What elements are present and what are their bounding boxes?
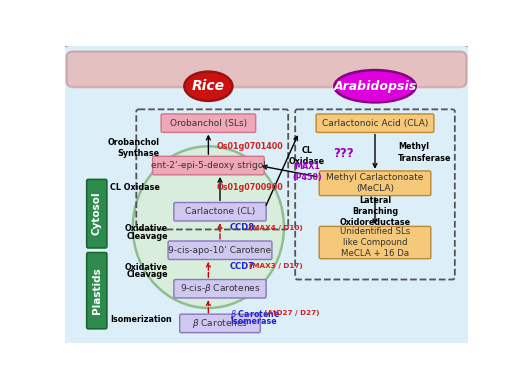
Text: Os01g0701400: Os01g0701400 [217,142,283,151]
Text: Oxidative: Oxidative [125,224,168,233]
Text: Rice: Rice [192,79,225,93]
FancyBboxPatch shape [87,179,107,248]
Text: Arabidopsis: Arabidopsis [333,80,417,93]
Text: CL
Oxidase: CL Oxidase [289,146,325,166]
Text: Isomerization: Isomerization [110,315,172,324]
Text: Lateral
Branching
Oxidoreductase: Lateral Branching Oxidoreductase [340,196,411,228]
Text: ???: ??? [334,147,354,161]
Ellipse shape [133,146,284,308]
FancyBboxPatch shape [67,52,466,87]
Text: CCD8: CCD8 [230,223,255,233]
Text: MAX1
(P450): MAX1 (P450) [292,162,322,182]
Text: Orobanchol
Synthase: Orobanchol Synthase [108,138,160,158]
Text: CL Oxidase: CL Oxidase [110,182,160,192]
Text: (AtD27 / D27): (AtD27 / D27) [264,310,320,316]
Text: Cleavage: Cleavage [126,270,168,280]
FancyBboxPatch shape [319,226,431,259]
Ellipse shape [185,72,232,101]
Text: $\beta$ Carotenes: $\beta$ Carotenes [192,317,248,330]
FancyBboxPatch shape [174,280,266,298]
Text: Orobanchol (SLs): Orobanchol (SLs) [170,119,247,128]
Text: 9-cis-$\beta$ Carotenes: 9-cis-$\beta$ Carotenes [180,282,260,295]
FancyBboxPatch shape [68,53,465,89]
Text: Carlactone (CL): Carlactone (CL) [185,207,255,216]
Text: CCD7: CCD7 [230,262,255,271]
Text: Methyl Carlactonoate
(MeCLA): Methyl Carlactonoate (MeCLA) [327,173,424,193]
FancyBboxPatch shape [168,241,272,259]
FancyBboxPatch shape [180,314,261,333]
Text: Os01g0700900: Os01g0700900 [217,182,283,192]
FancyBboxPatch shape [316,114,434,132]
Text: (MAX3 / D17): (MAX3 / D17) [249,263,303,270]
Text: Isomerase: Isomerase [230,317,277,326]
Ellipse shape [334,70,415,102]
FancyBboxPatch shape [161,114,256,132]
Text: $\beta$ Carotene: $\beta$ Carotene [230,308,281,321]
FancyBboxPatch shape [59,44,474,349]
Text: Cleavage: Cleavage [126,232,168,241]
Text: ent-2’-epi-5-deoxy strigol: ent-2’-epi-5-deoxy strigol [151,161,266,170]
Text: Unidentified SLs
like Compound
MeCLA + 16 Da: Unidentified SLs like Compound MeCLA + 1… [340,227,410,258]
Text: 9-cis-apo-10’ Carotene: 9-cis-apo-10’ Carotene [168,246,271,255]
Text: (MAX4 / D10): (MAX4 / D10) [249,225,303,231]
FancyBboxPatch shape [319,171,431,196]
Text: Methyl
Transferase: Methyl Transferase [398,142,452,162]
Text: Carlactonoic Acid (CLA): Carlactonoic Acid (CLA) [322,119,428,128]
Text: Plastids: Plastids [92,267,102,314]
Text: Cytosol: Cytosol [92,191,102,235]
FancyBboxPatch shape [174,203,266,221]
Text: Oxidative: Oxidative [125,263,168,272]
FancyBboxPatch shape [87,253,107,329]
FancyBboxPatch shape [152,156,264,175]
